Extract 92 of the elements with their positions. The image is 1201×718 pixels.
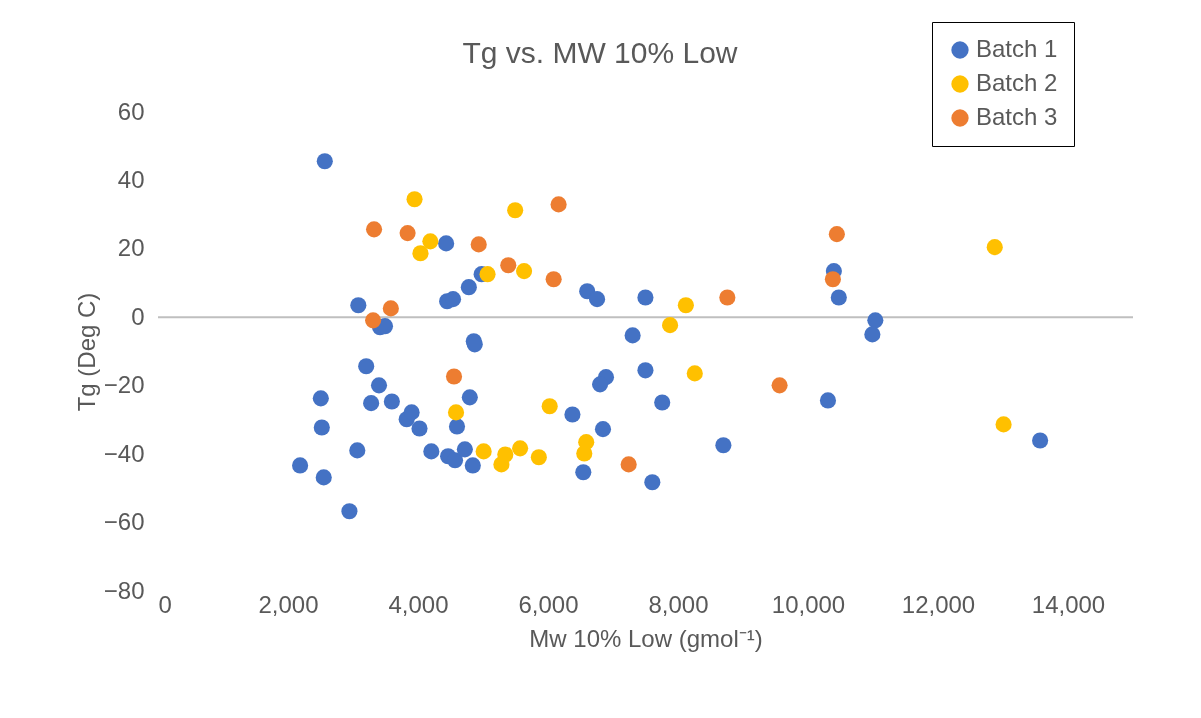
legend-label: Batch 1: [976, 35, 1058, 62]
point: [686, 365, 703, 382]
x-tick-label: 4,000: [388, 590, 449, 618]
point: [403, 404, 420, 421]
y-tick-label: −60: [103, 508, 145, 536]
point: [312, 390, 329, 407]
x-axis-title: Mw 10% Low (gmol⁻¹): [529, 624, 763, 652]
point: [316, 153, 333, 170]
point: [493, 456, 510, 473]
point: [828, 226, 845, 243]
point: [592, 376, 609, 393]
point: [382, 300, 399, 317]
point: [654, 394, 671, 411]
point: [445, 368, 463, 385]
point: [516, 263, 533, 280]
y-tick-label: 20: [117, 234, 145, 262]
point: [500, 257, 517, 274]
point: [830, 289, 847, 306]
point: [411, 420, 428, 437]
legend-label: Batch 2: [976, 69, 1058, 96]
point: [438, 235, 455, 252]
x-tick-label: 2,000: [258, 590, 319, 618]
point: [366, 221, 383, 238]
x-tick-label: 10,000: [771, 590, 846, 618]
x-tick-label: 8,000: [648, 590, 709, 618]
point: [819, 392, 837, 409]
point: [479, 266, 496, 283]
point: [715, 437, 732, 454]
point: [545, 271, 562, 288]
point: [512, 440, 529, 457]
y-tick-label: −40: [103, 439, 145, 467]
y-tick-label: 60: [117, 97, 145, 125]
point: [383, 393, 400, 410]
point: [447, 404, 465, 421]
point: [550, 196, 567, 213]
point: [864, 326, 881, 343]
point: [575, 464, 592, 481]
point: [475, 443, 492, 460]
point: [624, 327, 641, 344]
point: [461, 389, 478, 406]
point: [446, 452, 464, 469]
point: [637, 362, 654, 379]
y-tick-label: 0: [131, 302, 145, 330]
point: [464, 457, 481, 474]
point: [995, 416, 1012, 433]
point: [824, 271, 841, 288]
point: [620, 456, 637, 473]
point: [644, 474, 661, 491]
x-tick-label: 0: [158, 590, 172, 618]
point: [422, 233, 439, 250]
point: [292, 457, 309, 474]
point: [406, 191, 423, 208]
point: [423, 443, 440, 460]
y-axis-title: Tg (Deg C): [72, 292, 100, 412]
point: [363, 395, 380, 412]
point: [412, 245, 429, 262]
point: [507, 202, 524, 219]
y-tick-label: −80: [103, 576, 145, 604]
point: [530, 449, 547, 466]
point: [399, 225, 416, 242]
x-tick-label: 6,000: [518, 590, 579, 618]
point: [986, 239, 1003, 256]
point: [358, 358, 375, 375]
point: [771, 377, 788, 394]
point: [370, 377, 388, 394]
point: [594, 421, 612, 438]
point: [460, 279, 477, 296]
point: [541, 398, 558, 415]
point: [365, 312, 382, 329]
point: [456, 441, 473, 458]
point: [576, 445, 593, 462]
point: [349, 442, 366, 459]
point: [315, 469, 332, 486]
point: [637, 289, 654, 306]
point: [867, 312, 884, 329]
x-tick-label: 14,000: [1031, 590, 1106, 618]
x-tick-label: 12,000: [901, 590, 976, 618]
point: [448, 418, 466, 435]
legend-label: Batch 3: [976, 103, 1058, 130]
point: [341, 503, 358, 520]
point: [589, 291, 606, 308]
point: [719, 289, 736, 306]
y-tick-label: 40: [117, 165, 145, 193]
chart-title: Tg vs. MW 10% Low: [462, 36, 738, 69]
y-tick-label: −20: [103, 371, 145, 399]
point: [564, 406, 581, 423]
point: [470, 236, 487, 253]
point: [313, 419, 330, 436]
point: [662, 317, 679, 334]
point: [350, 297, 367, 314]
point: [677, 297, 694, 314]
point: [1032, 432, 1049, 449]
